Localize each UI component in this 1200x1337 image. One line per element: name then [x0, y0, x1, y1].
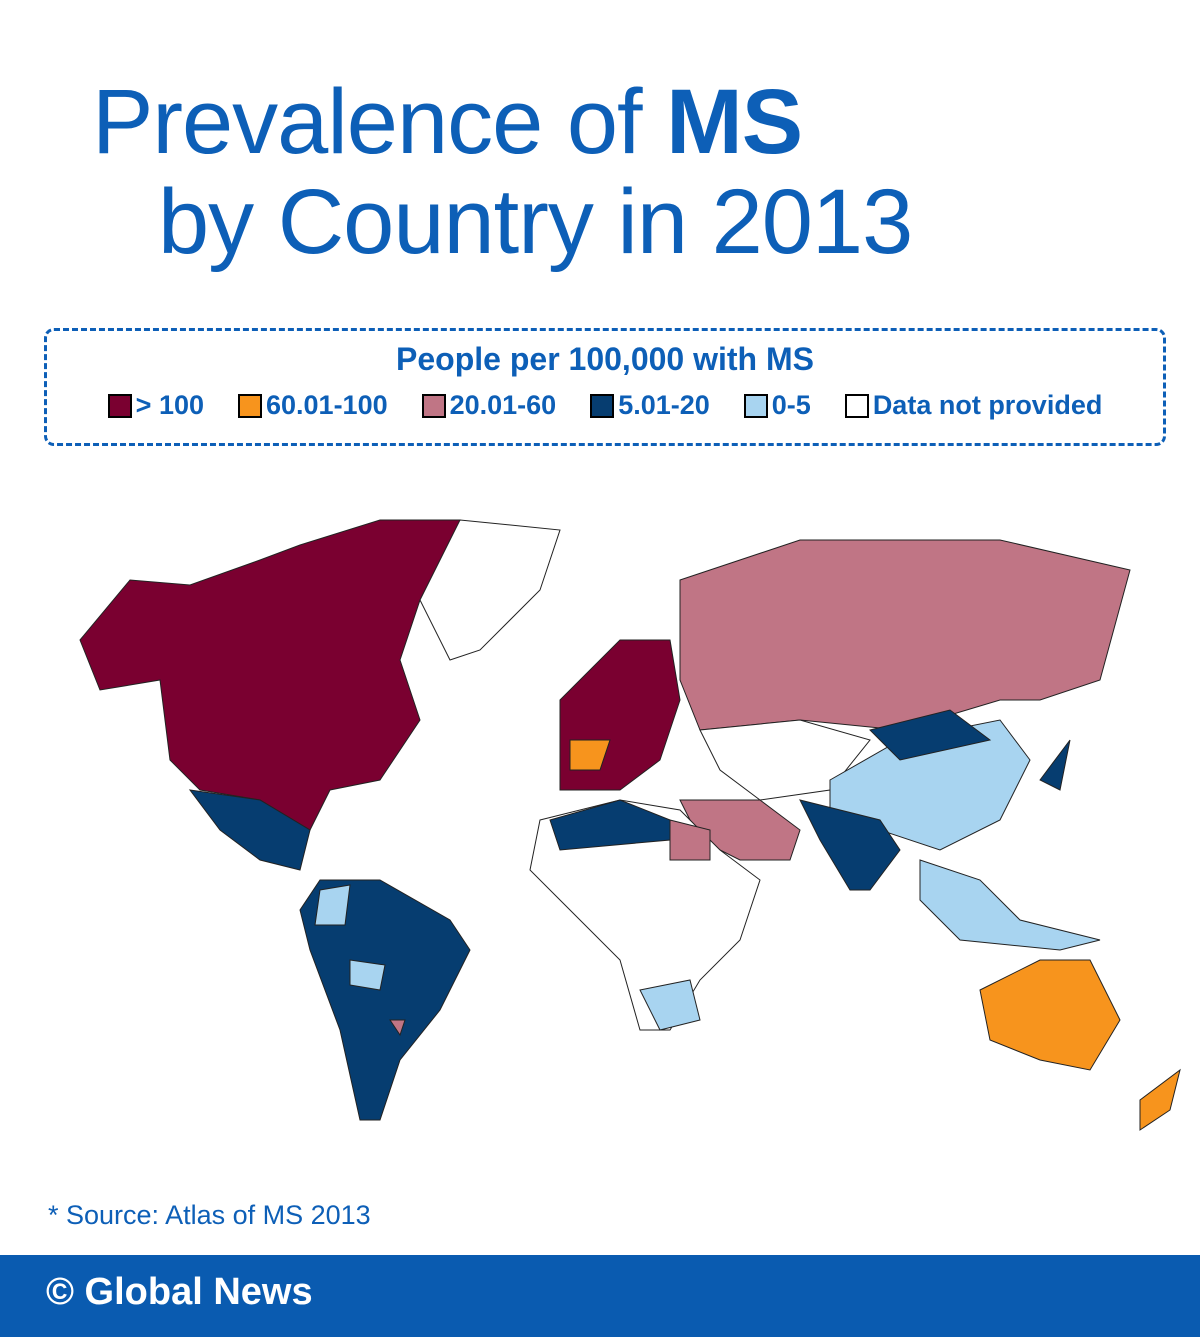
australia — [979, 959, 1121, 1071]
title-bold: MS — [666, 71, 803, 173]
russia — [679, 539, 1131, 731]
legend-item: 0-5 — [743, 390, 811, 421]
legend-swatch — [844, 393, 869, 418]
legend-title: People per 100,000 with MS — [396, 341, 814, 377]
legend-label: > 100 — [135, 390, 204, 420]
legend-items: > 100 60.01-100 20.01-60 5.01-20 0-5 Data not… — [47, 390, 1163, 421]
title-text: Prevalence of — [92, 71, 643, 173]
legend-swatch — [238, 393, 262, 418]
legend-label: 5.01-20 — [618, 390, 710, 420]
legend-item: > 100 — [107, 390, 204, 421]
title: Prevalence of MS — [92, 70, 803, 175]
world-map — [79, 519, 1181, 1131]
legend-label: 20.01-60 — [449, 390, 557, 420]
legend-item: 20.01-60 — [421, 390, 557, 421]
legend-label: Data not provided — [872, 390, 1103, 420]
legend-swatch — [590, 393, 615, 418]
mongolia — [869, 709, 992, 761]
legend-item: 60.01-100 — [238, 390, 388, 421]
north-america — [79, 519, 461, 831]
legend-swatch — [743, 393, 768, 418]
bolivia — [349, 959, 386, 991]
legend-item: Data not provided — [844, 390, 1103, 421]
legend-item: 5.01-20 — [590, 390, 710, 421]
legend-label: 60.01-100 — [266, 390, 388, 420]
uruguay — [389, 1019, 406, 1037]
central-america — [188, 789, 311, 871]
new-zealand — [1139, 1068, 1181, 1131]
legend: People per 100,000 with MS > 100 60.01-10… — [44, 328, 1166, 446]
france — [569, 739, 611, 771]
south-america — [299, 879, 471, 1121]
legend-label: 0-5 — [771, 390, 811, 420]
footer: © Global News — [0, 1255, 1200, 1337]
source: * Source: Atlas of MS 2013 — [48, 1200, 371, 1230]
legend-swatch — [421, 393, 446, 418]
india — [799, 799, 901, 891]
colombia — [314, 884, 351, 926]
southeast-asia — [919, 859, 1101, 951]
japan — [1039, 739, 1071, 791]
title-line2: by Country in 2013 — [158, 171, 913, 273]
egypt — [669, 819, 711, 861]
southern-africa — [639, 979, 701, 1031]
legend-swatch — [107, 393, 132, 418]
